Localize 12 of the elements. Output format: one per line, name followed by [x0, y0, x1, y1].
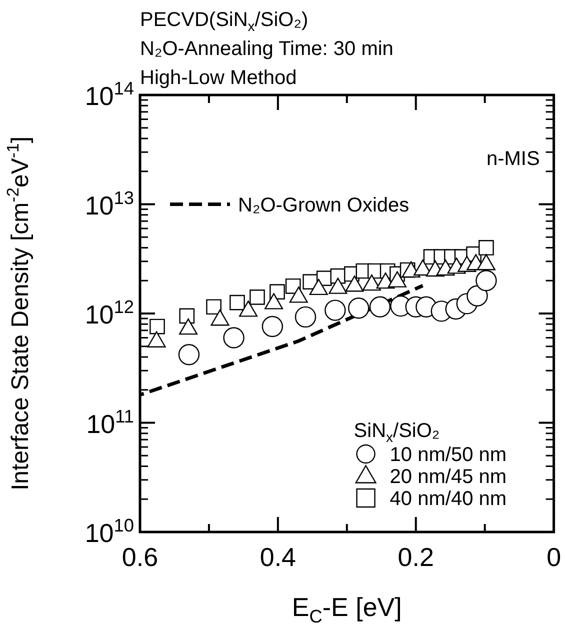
x-tick-label: 0.6: [122, 542, 158, 572]
y-axis-title: Interface State Density [cm-2eV-1]: [3, 136, 34, 490]
x-tick-label: 0: [546, 542, 562, 572]
legend-label: N₂O-Grown Oxides: [238, 194, 410, 216]
text: High-Low Method: [140, 67, 297, 89]
legend-label: 40 nm/40 nm: [390, 488, 507, 510]
annotation: n-MIS: [486, 148, 540, 170]
x-tick-label: 0.4: [260, 542, 296, 572]
x-tick-label: 0.2: [398, 542, 434, 572]
legend-label: 20 nm/45 nm: [390, 466, 507, 488]
chart-subtitle: N₂O-Annealing Time: 30 min: [140, 38, 394, 60]
legend-label: 10 nm/50 nm: [390, 444, 507, 466]
